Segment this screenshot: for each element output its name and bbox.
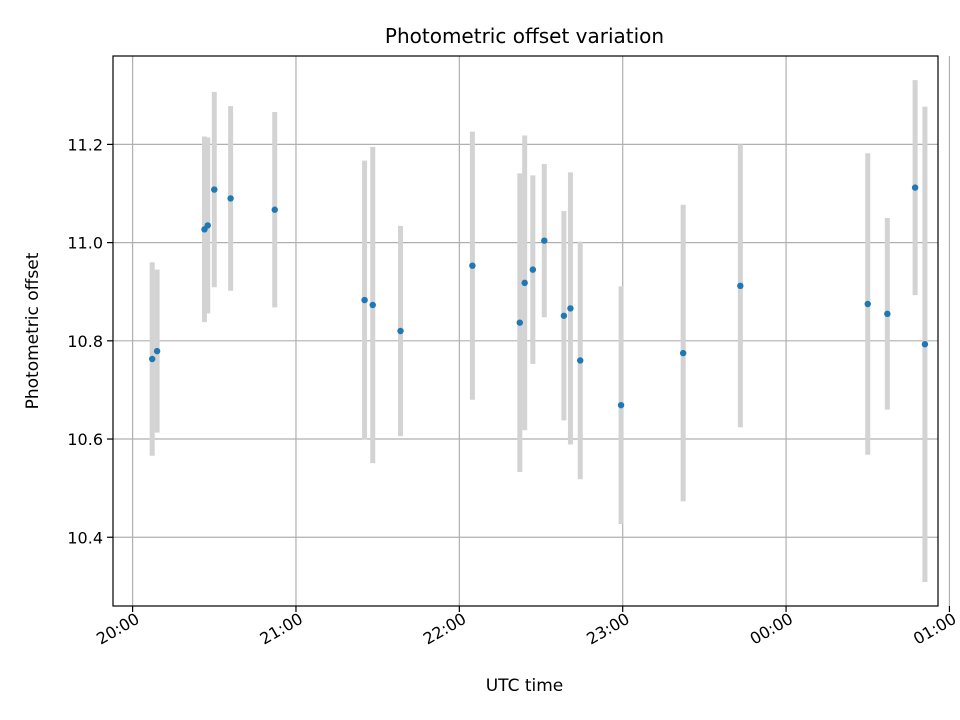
data-point xyxy=(397,327,404,335)
chart-title: Photometric offset variation xyxy=(385,24,664,48)
data-point xyxy=(921,341,929,348)
data-point xyxy=(737,282,744,290)
data-point xyxy=(529,266,537,273)
y-axis-title: Photometric offset xyxy=(23,252,43,409)
data-point xyxy=(577,357,584,364)
data-point xyxy=(541,237,548,244)
data-point xyxy=(469,262,476,269)
data-point xyxy=(911,184,919,191)
data-point xyxy=(884,310,891,318)
y-tick-label: 11.2 xyxy=(67,135,103,154)
data-point xyxy=(361,296,368,304)
data-point xyxy=(864,300,871,308)
data-point xyxy=(271,206,278,213)
data-point xyxy=(227,195,234,202)
y-tick-label: 10.6 xyxy=(67,430,103,449)
data-points xyxy=(149,184,929,409)
plot-area-frame xyxy=(112,55,939,607)
data-point xyxy=(560,312,568,319)
x-axis-title: UTC time xyxy=(486,676,564,696)
data-point xyxy=(617,401,625,409)
data-point xyxy=(149,355,156,363)
data-point xyxy=(679,349,687,357)
y-tick-label: 10.8 xyxy=(67,332,103,351)
y-axis-ticks: 10.4 10.6 10.8 11.0 11.2 xyxy=(67,135,113,547)
data-point xyxy=(369,301,376,309)
data-point xyxy=(521,279,528,287)
data-point xyxy=(211,186,218,193)
data-point xyxy=(516,319,523,326)
y-tick-label: 11.0 xyxy=(67,234,103,253)
y-tick-label: 10.4 xyxy=(67,528,103,547)
data-point xyxy=(153,347,161,355)
data-point xyxy=(204,222,211,229)
data-point xyxy=(567,305,574,312)
